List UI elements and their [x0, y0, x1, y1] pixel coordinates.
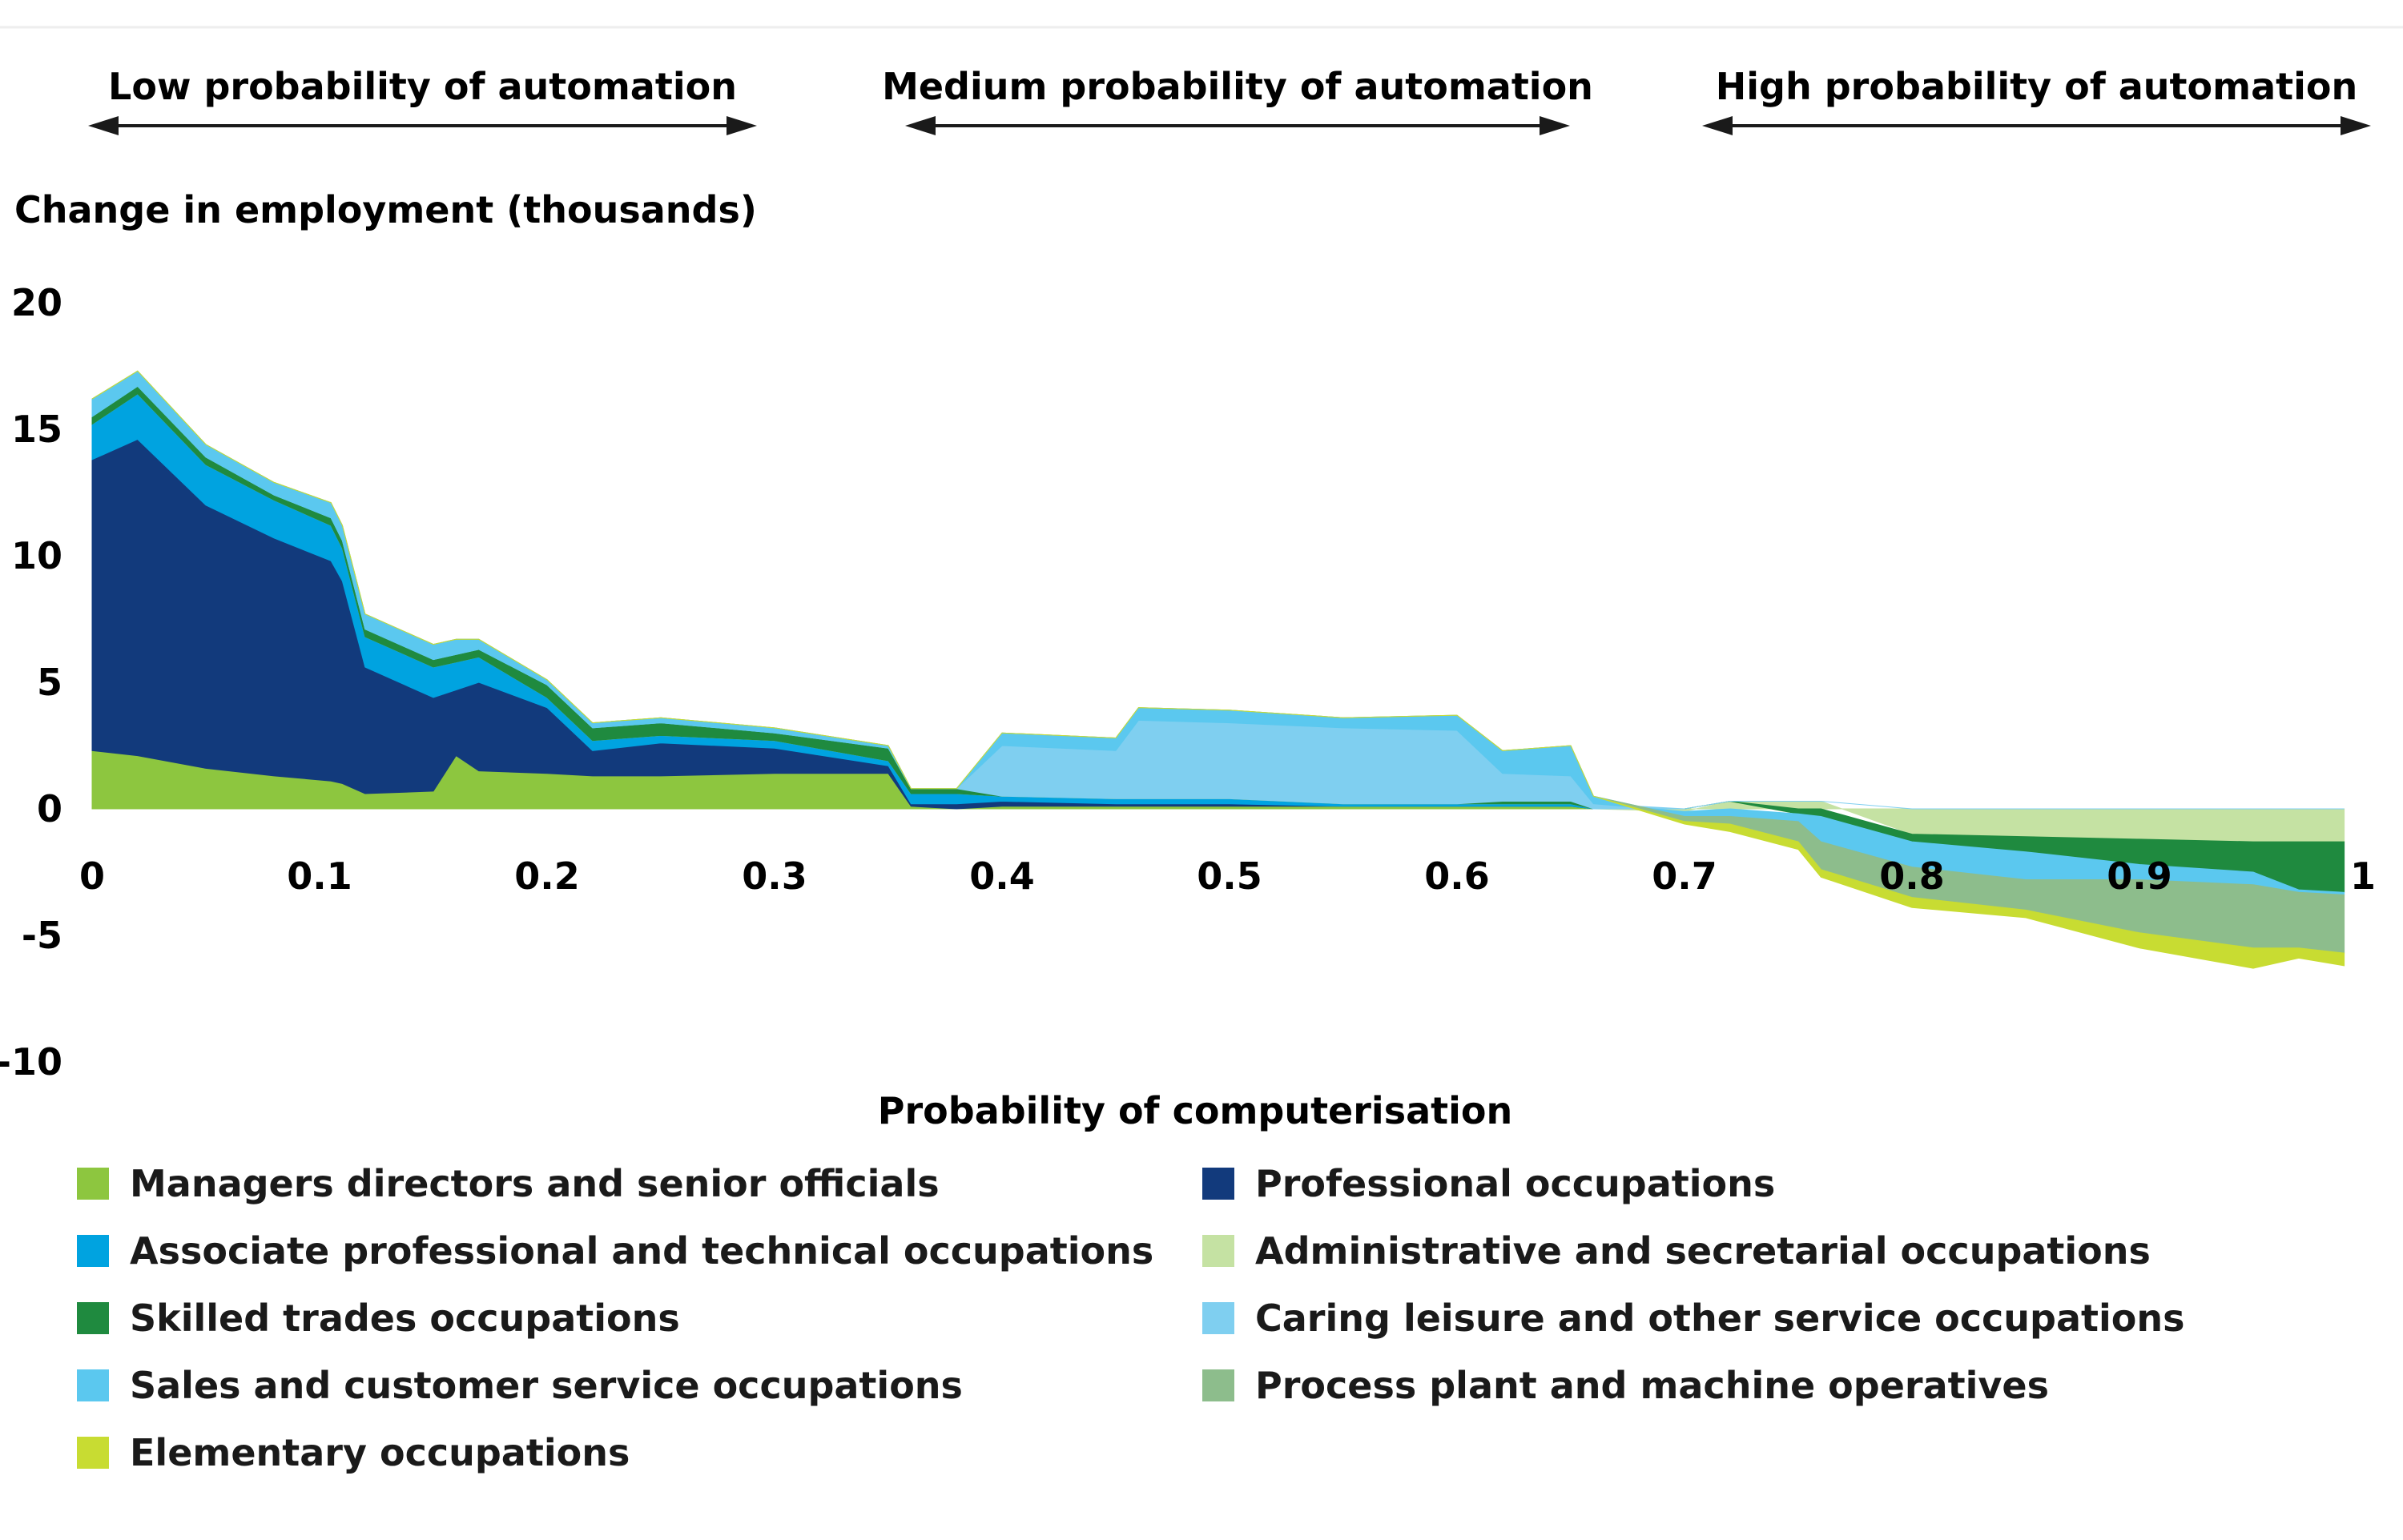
area-series-layer: [91, 370, 2345, 969]
legend-label: Associate professional and technical occ…: [130, 1229, 1154, 1273]
legend-swatch: [77, 1437, 109, 1469]
legend-item: Associate professional and technical occ…: [77, 1227, 1153, 1275]
legend-swatch: [1202, 1369, 1234, 1401]
x-tick-label-3: 0.3: [742, 854, 807, 898]
legend-label: Process plant and machine operatives: [1255, 1364, 2049, 1407]
region-label-1: Medium probability of automation: [882, 65, 1593, 108]
area-elementary-occupations: [91, 370, 2345, 969]
region-arrowhead-right-1: [1540, 116, 1570, 135]
x-tick-label-0: 0: [79, 854, 105, 898]
x-tick-label-4: 0.4: [969, 854, 1035, 898]
y-tick-labels: 20 15 10 5 0 -5 -10: [0, 281, 62, 1084]
legend-swatch: [77, 1369, 109, 1401]
x-tick-label-9: 0.9: [2107, 854, 2172, 898]
legend-item: Sales and customer service occupations: [77, 1361, 963, 1409]
legend-swatch: [77, 1302, 109, 1334]
region-arrowhead-right-0: [727, 116, 757, 135]
y-tick-label-5: -5: [22, 914, 62, 957]
y-tick-label-3: 5: [37, 661, 62, 704]
legend-swatch: [1202, 1302, 1234, 1334]
x-axis-title: Probability of computerisation: [878, 1089, 1512, 1132]
x-tick-label-8: 0.8: [1879, 854, 1945, 898]
x-tick-labels: 0 0.1 0.2 0.3 0.4 0.5 0.6 0.7 0.8 0.9 1: [79, 854, 2376, 898]
y-tick-label-0: 20: [11, 281, 62, 324]
legend-swatch: [77, 1235, 109, 1267]
legend-item: Managers directors and senior officials: [77, 1160, 940, 1208]
legend-label: Skilled trades occupations: [130, 1297, 680, 1340]
legend-item: Administrative and secretarial occupatio…: [1202, 1227, 2151, 1275]
legend-label: Managers directors and senior officials: [130, 1162, 940, 1205]
region-label-0: Low probability of automation: [108, 65, 737, 108]
x-tick-label-5: 0.5: [1197, 854, 1262, 898]
x-tick-label-6: 0.6: [1424, 854, 1490, 898]
region-arrowhead-left-0: [88, 116, 119, 135]
x-tick-label-1: 0.1: [287, 854, 352, 898]
legend-label: Professional occupations: [1255, 1162, 1776, 1205]
region-arrowhead-left-2: [1702, 116, 1733, 135]
legend-label: Caring leisure and other service occupat…: [1255, 1297, 2185, 1340]
x-tick-label-10: 1: [2350, 854, 2376, 898]
legend-item: Process plant and machine operatives: [1202, 1361, 2049, 1409]
legend-label: Sales and customer service occupations: [130, 1364, 963, 1407]
y-axis-title: Change in employment (thousands): [14, 188, 757, 231]
y-tick-label-2: 10: [11, 534, 62, 577]
y-tick-label-1: 15: [11, 408, 62, 451]
legend-item: Skilled trades occupations: [77, 1294, 680, 1342]
legend-item: Professional occupations: [1202, 1160, 1775, 1208]
legend-label: Administrative and secretarial occupatio…: [1255, 1229, 2151, 1273]
y-tick-label-6: -10: [0, 1040, 62, 1084]
region-label-2: High probability of automation: [1716, 65, 2357, 108]
legend-item: Elementary occupations: [77, 1429, 630, 1477]
y-tick-label-4: 0: [37, 787, 62, 830]
legend-item: Caring leisure and other service occupat…: [1202, 1294, 2185, 1342]
legend-swatch: [77, 1168, 109, 1200]
region-arrowhead-right-2: [2341, 116, 2371, 135]
legend-label: Elementary occupations: [130, 1431, 630, 1474]
x-tick-label-2: 0.2: [514, 854, 580, 898]
x-tick-label-7: 0.7: [1652, 854, 1717, 898]
legend-swatch: [1202, 1235, 1234, 1267]
legend-swatch: [1202, 1168, 1234, 1200]
region-annotations: Low probability of automation Medium prob…: [88, 65, 2371, 135]
region-arrowhead-left-1: [905, 116, 936, 135]
